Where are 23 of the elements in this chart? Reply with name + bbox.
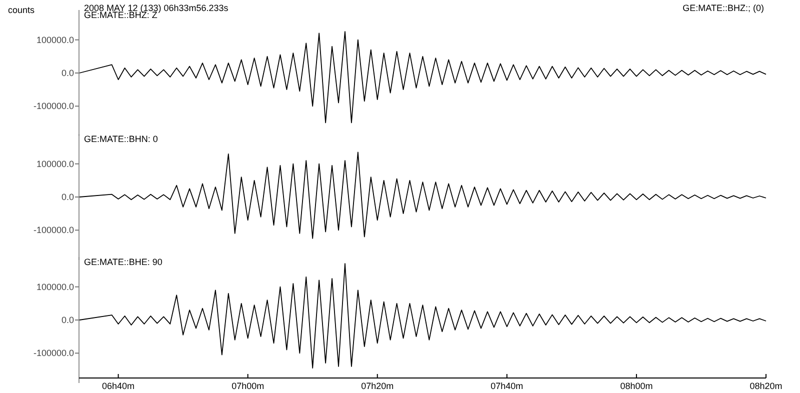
x-tick-label: 08h00m xyxy=(620,381,653,391)
y-tick-label: 0.0 xyxy=(61,192,74,202)
y-tick-label: -100000.0 xyxy=(33,225,74,236)
chart-title: GE:MATE::BHN: 0 xyxy=(84,134,158,144)
line-series xyxy=(78,152,766,239)
x-tick-label: 07h20m xyxy=(361,381,394,391)
x-tick-label: 07h40m xyxy=(490,381,524,391)
x-tick-label: 06h40m xyxy=(102,381,135,391)
x-tick-label: 08h20m xyxy=(750,381,782,391)
y-tick-label: 0.0 xyxy=(61,68,74,78)
y-tick-label: 100000.0 xyxy=(36,158,74,169)
line-series xyxy=(78,31,766,124)
y-axis-title: counts xyxy=(8,5,36,15)
y-tick-label: 0.0 xyxy=(61,315,74,325)
annotation: 2008 MAY 12 (133) 06h33m56.233s xyxy=(84,3,229,13)
annotation: GE:MATE::BHZ:; (0) xyxy=(682,3,764,13)
y-tick-label: 100000.0 xyxy=(36,34,74,45)
chart-title: GE:MATE::BHE: 90 xyxy=(84,257,162,267)
chart-title: GE:MATE::BHZ: Z xyxy=(84,10,158,20)
y-tick-label: 100000.0 xyxy=(36,282,74,292)
y-tick-label: -100000.0 xyxy=(33,101,74,112)
x-tick-label: 07h00m xyxy=(232,381,264,391)
y-tick-label: -100000.0 xyxy=(33,348,74,358)
